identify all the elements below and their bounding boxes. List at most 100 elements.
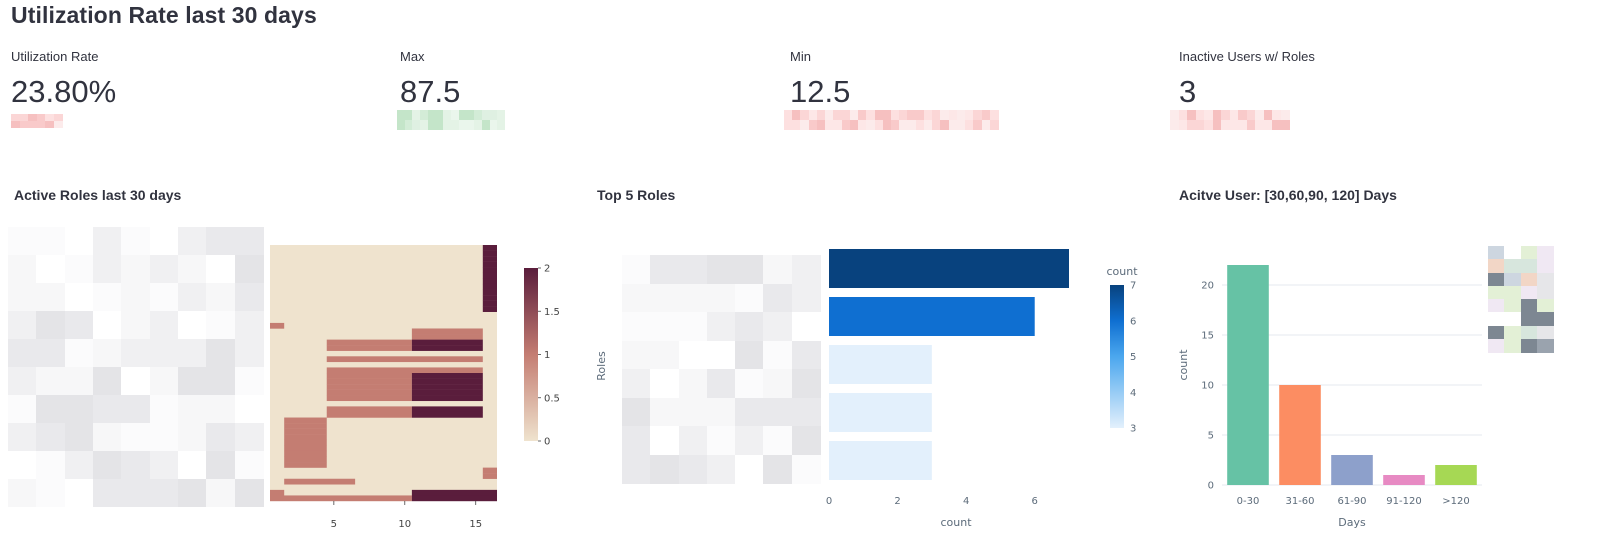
redacted-pixel — [412, 110, 421, 120]
redacted-pixel — [1221, 120, 1230, 130]
redacted-pixel — [932, 120, 942, 130]
heatmap-cell — [411, 406, 483, 413]
redacted-pixel — [64, 451, 94, 479]
redacted-pixel — [791, 397, 821, 427]
heatmap-cell — [326, 384, 412, 390]
redacted-pixel — [706, 369, 736, 398]
heatmap-chart: 5 10 15 2 1.5 1 0.5 0 — [270, 245, 560, 530]
metric-label: Inactive Users w/ Roles — [1179, 49, 1315, 64]
redacted-pixel — [36, 423, 66, 451]
colorbar — [1110, 285, 1124, 428]
redacted-pixel — [64, 423, 94, 451]
redacted-pixel — [1520, 285, 1538, 300]
heatmap-cell — [482, 295, 497, 301]
redacted-pixel — [956, 120, 966, 130]
redacted-pixel — [121, 283, 151, 311]
heatmap-cell — [326, 389, 412, 396]
redacted-pixel — [178, 311, 207, 339]
redacted-pixel — [420, 110, 429, 120]
metric-label: Min — [790, 49, 811, 64]
redacted-pixel — [8, 339, 37, 367]
redacted-pixel — [849, 120, 859, 130]
redacted-pixel — [206, 395, 236, 423]
redacted-pixel — [622, 454, 651, 484]
redacted-pixel — [735, 255, 765, 284]
colorbar-tick-label: 6 — [1130, 316, 1136, 327]
redacted-pixel — [474, 110, 483, 120]
colorbar-tick-label: 1.5 — [544, 307, 560, 318]
heatmap-cell — [411, 489, 498, 496]
redacted-pixel — [397, 120, 405, 130]
heatmap-cell — [411, 389, 483, 396]
redacted-pixel — [8, 311, 37, 339]
redacted-pixel — [206, 423, 236, 451]
redacted-pixel — [64, 479, 94, 507]
redacted-pixel — [93, 283, 122, 311]
heatmap-cell — [326, 339, 412, 346]
redacted-pixel — [706, 255, 736, 284]
redacted-pixel — [833, 120, 843, 130]
redacted-pixel — [1170, 110, 1179, 120]
heatmap-colorbar — [524, 268, 538, 441]
colorbar-tick-label: 0.5 — [544, 393, 560, 404]
redacted-pixel — [420, 120, 429, 130]
heatmap-cell — [482, 272, 497, 279]
redacted-pixel — [706, 426, 736, 455]
redacted-pixel — [622, 426, 651, 455]
redacted-pixel — [1488, 285, 1505, 300]
redacted-pixel — [858, 110, 868, 120]
heatmap-cell — [326, 367, 483, 374]
redacted-pixel — [735, 340, 765, 370]
redacted-pixel — [121, 255, 151, 283]
metric-min: Min 12.5 — [790, 48, 1110, 112]
redacted-pixel — [149, 283, 179, 311]
redacted-pixel — [816, 120, 826, 130]
redacted-pixel — [234, 283, 264, 311]
active-user-bar — [1383, 475, 1425, 485]
redacted-pixel — [791, 312, 821, 341]
redacted-pixel — [650, 312, 680, 341]
redacted-pixel — [149, 479, 179, 507]
x-tick-label: 0-30 — [1237, 496, 1260, 507]
redacted-pixel — [1520, 272, 1538, 287]
role-bar — [829, 393, 932, 432]
redacted-pixel — [1536, 272, 1554, 287]
redacted-pixel — [1520, 325, 1538, 340]
redacted-pixel — [466, 120, 475, 130]
redacted-pixel — [149, 423, 179, 451]
redacted-pixel — [64, 255, 94, 283]
redacted-pixel — [833, 110, 843, 120]
redacted-pixel — [1520, 312, 1538, 327]
redacted-pixel — [825, 120, 835, 130]
redacted-pixel — [206, 255, 236, 283]
redacted-pixel — [1187, 120, 1196, 130]
x-tick-label: >120 — [1442, 496, 1469, 507]
redacted-pixel — [435, 110, 444, 120]
heatmap-cell — [326, 411, 412, 418]
heatmap-cell — [482, 306, 497, 312]
redacted-pixel — [874, 110, 884, 120]
redacted-pixel — [93, 227, 122, 255]
redacted-pixel — [678, 454, 708, 484]
redacted-pixel — [882, 110, 892, 120]
redacted-pixel — [149, 395, 179, 423]
heatmap-cell — [284, 423, 327, 429]
redacted-pixel — [1195, 120, 1205, 130]
role-bar — [829, 249, 1069, 288]
redacted-pixel — [1504, 246, 1522, 260]
redacted-pixel — [93, 311, 122, 339]
redacted-pixel — [45, 114, 54, 121]
redacted-pixel — [451, 110, 459, 120]
redacted-pixel — [412, 120, 421, 130]
x-tick-label: 0 — [826, 496, 832, 507]
redacted-pixel — [178, 423, 207, 451]
redacted-pixel — [792, 110, 802, 120]
redacted-pixel — [932, 110, 942, 120]
redacted-pixel — [923, 110, 933, 120]
active-user-bar — [1331, 455, 1373, 485]
redacted-pixel — [899, 120, 909, 130]
heatmap-cell — [482, 256, 497, 262]
redacted-pixel — [206, 227, 236, 255]
redacted-pixel — [1229, 110, 1239, 120]
redacted-pixel — [466, 110, 475, 120]
